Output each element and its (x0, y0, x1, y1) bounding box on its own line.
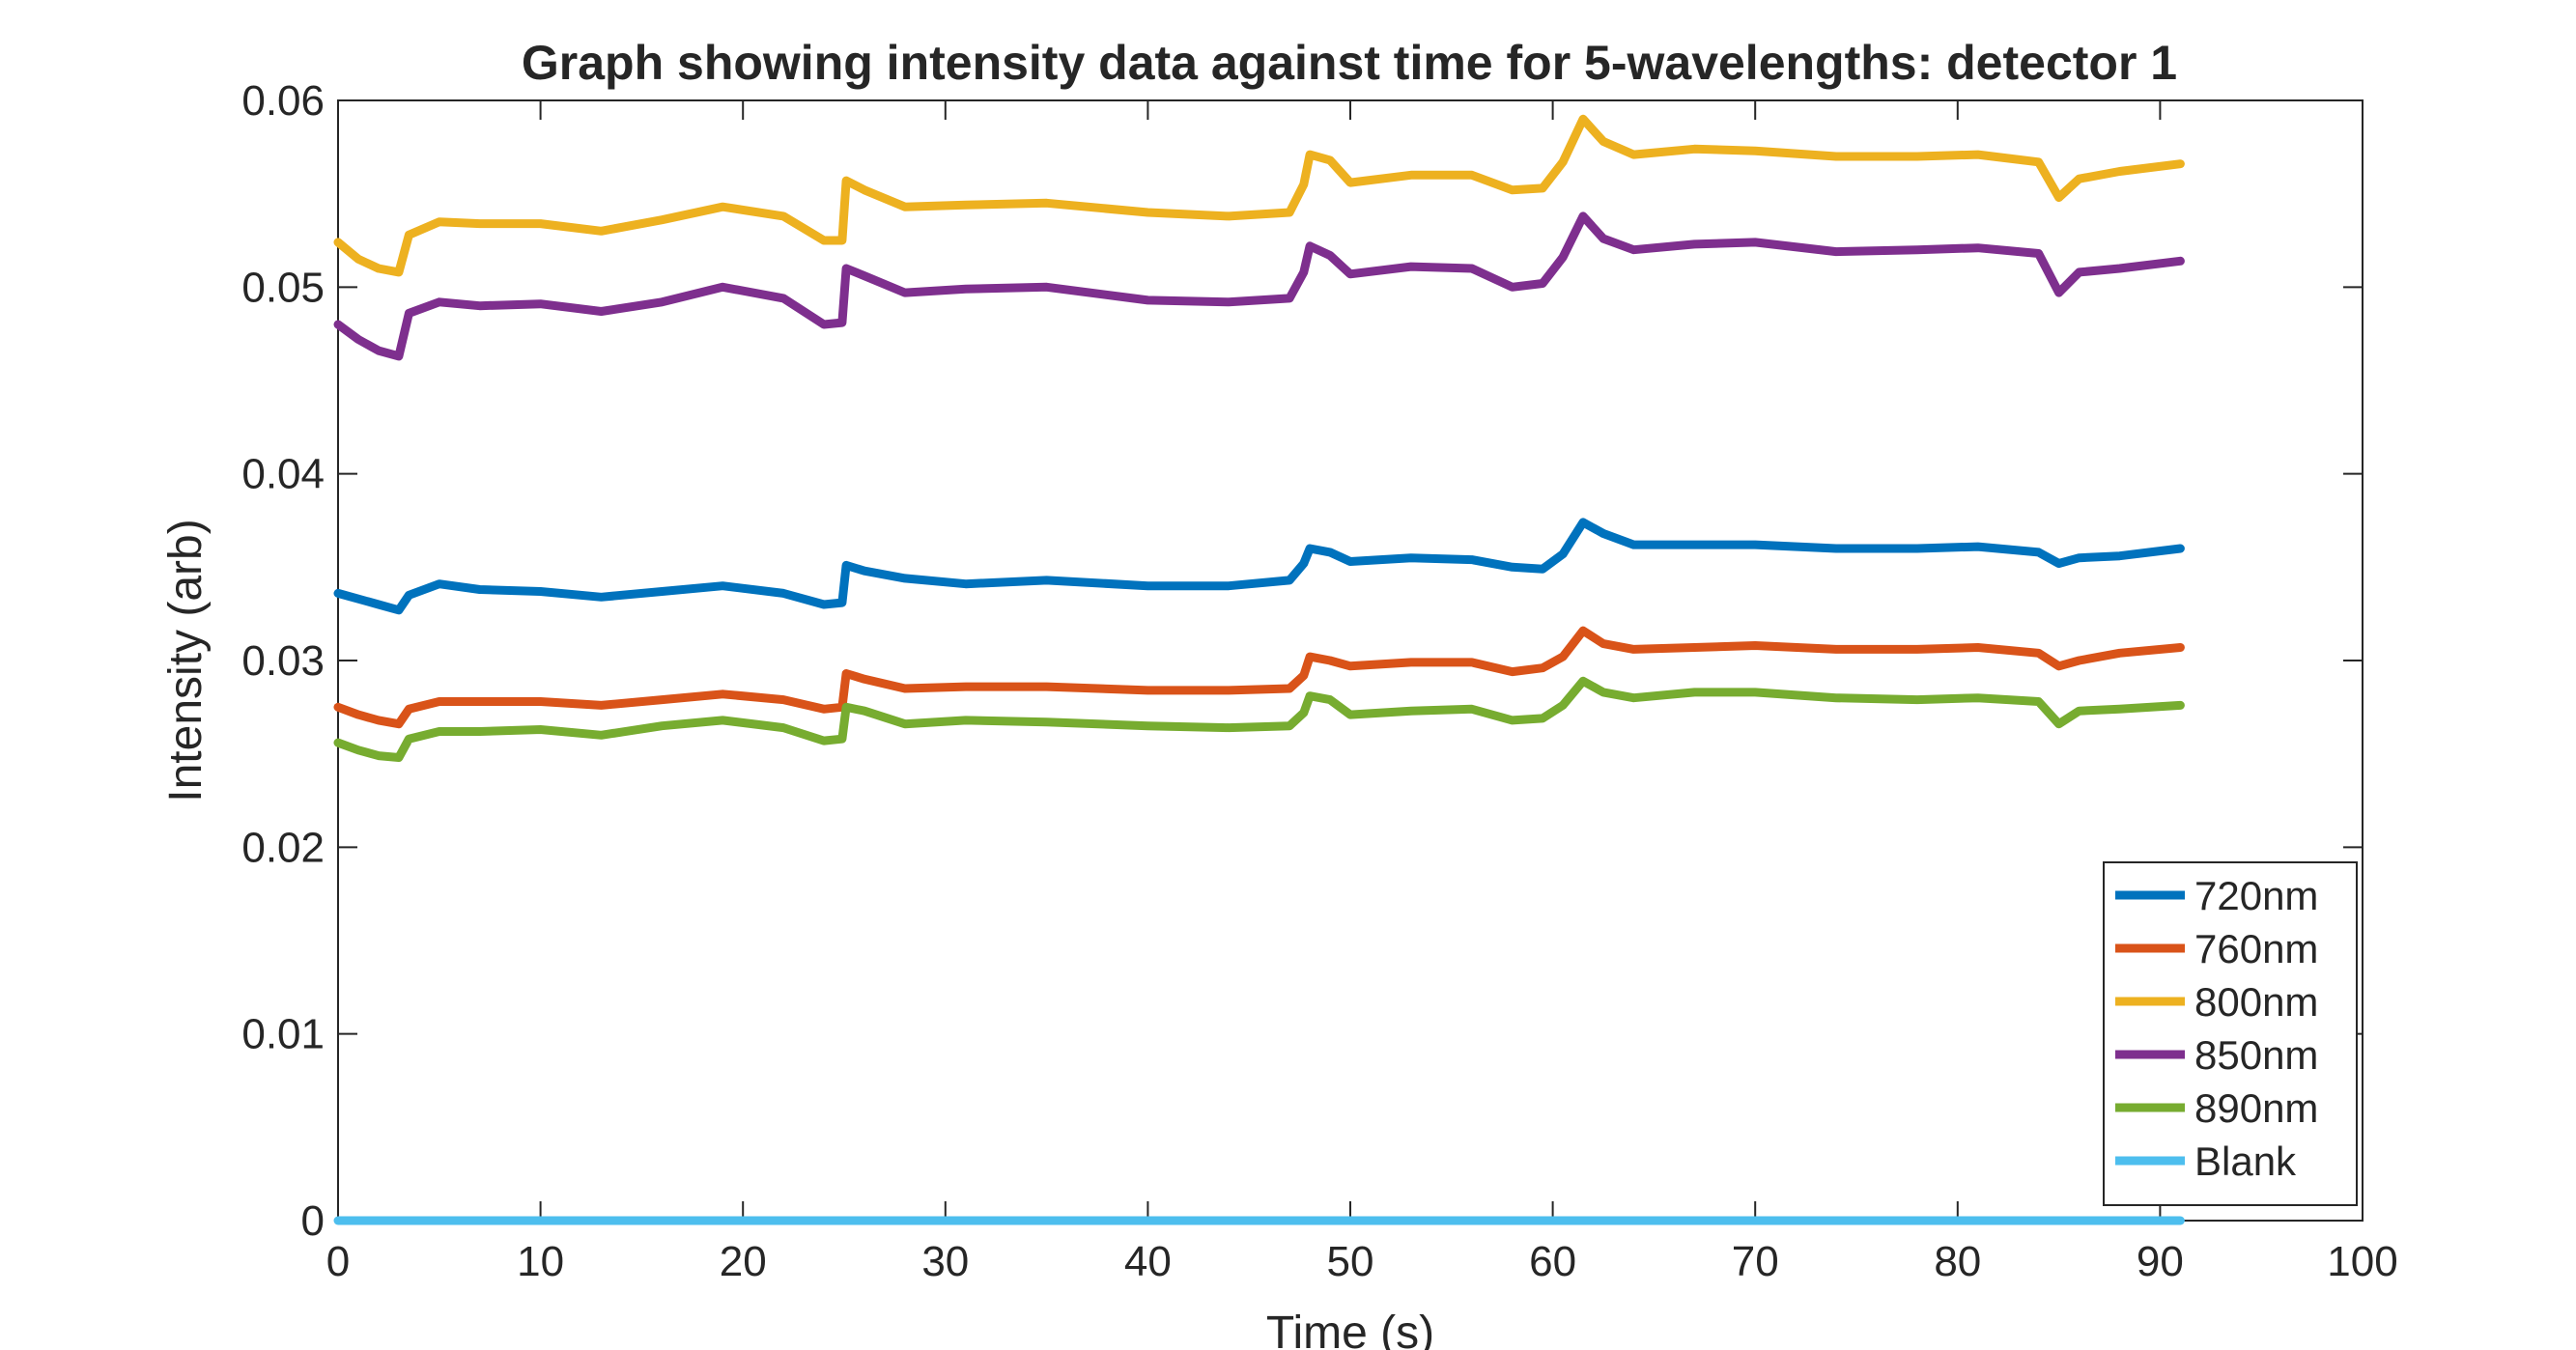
legend-label-760nm: 760nm (2194, 926, 2318, 971)
y-tick-label: 0.06 (241, 77, 325, 125)
x-tick-label: 80 (1934, 1238, 1981, 1285)
legend: 720nm 760nm 800nm 850nm 890nm Blank (2103, 861, 2358, 1206)
x-tick-label: 20 (720, 1238, 767, 1285)
y-tick-label: 0.01 (241, 1011, 325, 1058)
y-tick-label: 0 (301, 1197, 325, 1245)
x-tick-label: 50 (1327, 1238, 1374, 1285)
y-axis-label: Intensity (arb) (160, 519, 212, 802)
series-line-890nm (333, 676, 2185, 762)
plot-area (337, 99, 2364, 1222)
y-axis-tick-labels: 0 0.01 0.02 0.03 0.04 0.05 0.06 (241, 77, 325, 1245)
legend-label-720nm: 720nm (2194, 873, 2318, 918)
x-tick-label: 0 (326, 1238, 350, 1285)
x-tick-label: 100 (2327, 1238, 2397, 1285)
series-line-720nm (333, 518, 2185, 615)
series-lines (333, 114, 2185, 1225)
x-tick-label: 60 (1529, 1238, 1576, 1285)
x-tick-label: 40 (1124, 1238, 1172, 1285)
chart-title: Graph showing intensity data against tim… (522, 36, 2177, 90)
y-tick-label: 0.05 (241, 264, 325, 311)
x-tick-label: 70 (1732, 1238, 1779, 1285)
legend-label-850nm: 850nm (2194, 1032, 2318, 1078)
x-tick-label: 90 (2137, 1238, 2184, 1285)
y-tick-label: 0.02 (241, 824, 325, 871)
series-line-850nm (333, 211, 2185, 361)
y-tick-label: 0.03 (241, 637, 325, 685)
x-axis-label: Time (s) (1266, 1308, 1434, 1350)
x-axis-tick-labels: 0 10 20 30 40 50 60 70 80 90 100 (326, 1238, 2398, 1285)
x-tick-label: 30 (921, 1238, 969, 1285)
x-tick-label: 10 (517, 1238, 564, 1285)
legend-label-blank: Blank (2194, 1139, 2297, 1184)
legend-label-800nm: 800nm (2194, 979, 2318, 1025)
legend-label-890nm: 890nm (2194, 1085, 2318, 1131)
series-line-800nm (333, 114, 2185, 277)
series-line-760nm (333, 626, 2185, 729)
legend-box (2103, 861, 2358, 1206)
y-tick-label: 0.04 (241, 451, 325, 498)
